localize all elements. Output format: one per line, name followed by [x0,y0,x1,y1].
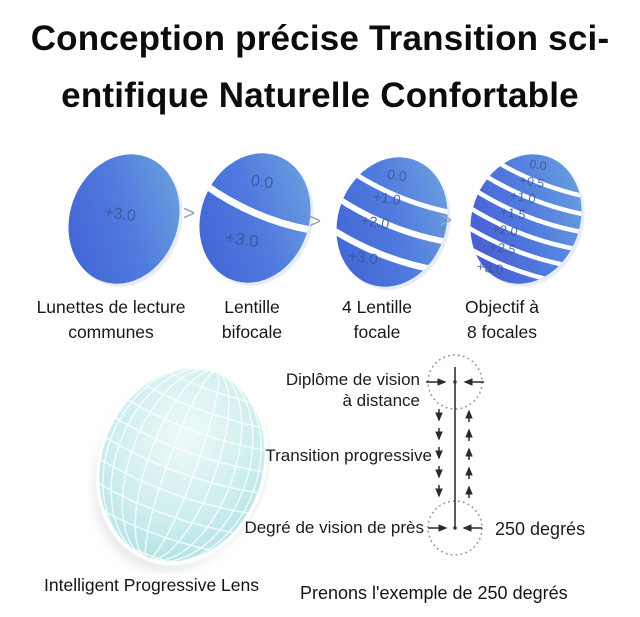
page-title-line1: Conception précise Transition sci- [30,19,610,58]
chevron-separator-icon: > [439,209,453,232]
lens-label-line: 8 focales [466,322,538,342]
vision-range-diagram [395,345,595,565]
page-title: Conception précise Transition sci- entif… [0,10,640,124]
progressive-lens-caption: Intelligent Progressive Lens [44,575,259,595]
lens-power-value: 0.0 [386,165,408,185]
lens-label-line: focale [353,322,401,342]
vision-range-diagram-graphic [426,354,484,556]
page-title-line2: entifique Naturelle Confortable [61,76,579,115]
lens-label-line: communes [68,322,154,342]
degrees-value-label: 250 degrés [495,519,586,539]
lens-label-8-focal: Objectif à 8 focales [465,295,539,345]
lens-reading-glasses: +3.0 [64,147,184,292]
distance-vision-label-line1: Diplôme de vision [285,370,420,389]
chevron-separator-icon: > [308,210,322,233]
distance-vision-label-line2: à distance [342,391,421,410]
lens-4-focal-graphic [332,157,452,290]
lens-label-line: bifocale [221,322,283,342]
lens-8-focal: 0.0 +0.5 +1.0 +1.5 +2.0 +2.5 +3.0 [466,147,586,292]
lens-power-value: 0.0 [528,156,548,174]
lens-label-bifocal: Lentille bifocale [222,295,282,345]
lens-bifocal-graphic [199,153,315,286]
lens-label-4-focal: 4 Lentille focale [342,295,412,345]
distance-vision-label: Diplôme de vision à distance [286,369,420,411]
progressive-lens-graphic [74,353,290,577]
lens-label-line: 4 Lentille [341,297,413,317]
chevron-separator-icon: > [182,202,196,225]
lens-label-line: Objectif à [465,297,539,317]
example-caption: Prenons l'exemple de 250 degrés [300,583,568,603]
progressive-transition-label: Transition progressive [265,446,432,465]
lens-bifocal: 0.0 +3.0 [195,146,315,291]
lens-power-value: 0.0 [249,172,275,193]
near-vision-label: Degré de vision de près [244,518,424,537]
lens-reading-glasses-graphic [68,154,183,287]
lens-4-focal: 0.0 +1.0 +2.0 +3.0 [332,150,452,295]
lens-label-line: Lentille [224,297,280,317]
lens-label-line: Lunettes de lecture [36,297,186,317]
lens-8-focal-graphic [466,153,586,287]
lens-label-reading: Lunettes de lecture communes [37,295,186,345]
progressive-lens-illustration [74,353,290,577]
